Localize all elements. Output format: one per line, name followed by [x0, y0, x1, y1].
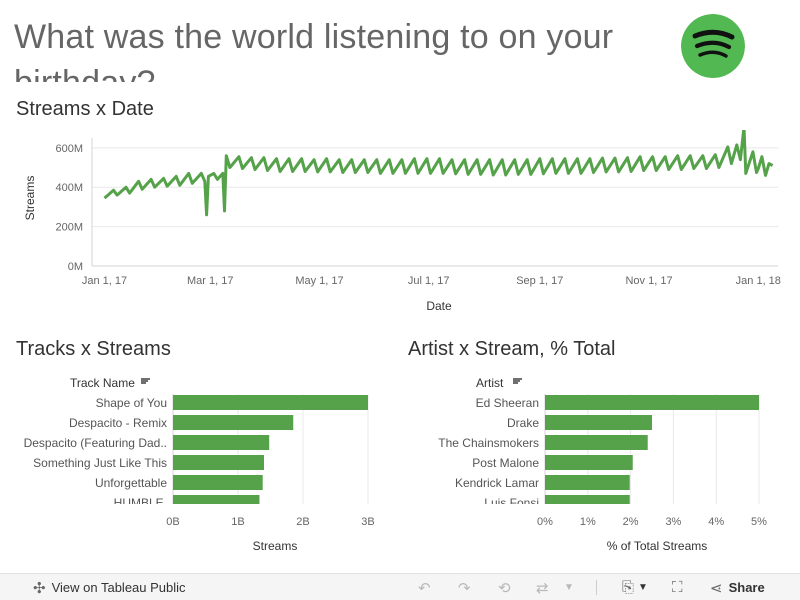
share-icon: ⋖	[710, 579, 723, 597]
bar	[545, 455, 633, 470]
bar	[545, 495, 630, 504]
x-tick-label: 3B	[361, 516, 374, 528]
streams-by-date-chart: 0M 200M 400M 600M Jan 1, 17 Mar 1, 17 May 1, 1…	[23, 130, 781, 313]
category-label: Despacito (Featuring Dad..	[24, 436, 167, 450]
redo-button[interactable]: ↷	[458, 574, 471, 600]
y-axis-title: Streams	[23, 176, 37, 221]
line-chart-title: Streams x Date	[16, 98, 154, 120]
x-tick-label: Jan 1, 18	[736, 275, 781, 287]
category-label: Luis Fonsi	[484, 496, 539, 510]
revert-button[interactable]: ⟲	[498, 574, 511, 600]
view-on-tableau-label: View on Tableau Public	[51, 580, 186, 595]
x-tick-label: 0B	[166, 516, 179, 528]
category-label: Drake	[507, 416, 539, 430]
page-title: What was the world listening to on your …	[14, 18, 614, 82]
x-tick-label: Mar 1, 17	[187, 275, 233, 287]
x-tick-label: May 1, 17	[295, 275, 343, 287]
tracks-chart-title: Tracks x Streams	[16, 338, 171, 360]
refresh-button[interactable]: ⇄	[536, 574, 549, 600]
category-header: Track Name	[70, 376, 135, 390]
revert-icon: ⟲	[498, 579, 511, 597]
spotify-logo	[681, 14, 745, 78]
artists-chart-title: Artist x Stream, % Total	[408, 338, 616, 360]
category-label: Post Malone	[472, 456, 539, 470]
x-tick-label: 1B	[231, 516, 244, 528]
bar	[173, 495, 260, 504]
share-button[interactable]: ⋖ Share	[710, 574, 765, 600]
sort-icon	[513, 378, 522, 384]
fullscreen-icon: ⛶	[672, 579, 683, 596]
x-tick-label: 5%	[751, 516, 767, 528]
bar	[545, 475, 630, 490]
category-label: Kendrick Lamar	[455, 476, 539, 490]
bar	[173, 475, 263, 490]
x-tick-label: 1%	[580, 516, 596, 528]
x-axis-title: Streams	[253, 539, 298, 553]
bar	[173, 395, 368, 410]
x-tick-label: 3%	[665, 516, 681, 528]
bars-group: Shape of You Despacito - Remix Despacito (…	[24, 395, 368, 510]
x-tick-label: 0%	[537, 516, 553, 528]
x-tick-label: Sep 1, 17	[516, 275, 563, 287]
download-button[interactable]: ⎘ ▼	[622, 574, 648, 600]
tableau-toolbar: ✣ View on Tableau Public ↶ ↷ ⟲ ⇄ ▼ ⎘ ▼ ⛶…	[0, 573, 800, 600]
category-label: The Chainsmokers	[438, 436, 539, 450]
bar	[173, 455, 264, 470]
bars-group: Ed Sheeran Drake The Chainsmokers Post Malo…	[438, 395, 759, 510]
x-tick-label: 4%	[708, 516, 724, 528]
x-tick-label: Nov 1, 17	[625, 275, 672, 287]
refresh-icon: ⇄	[536, 579, 549, 597]
bar	[173, 415, 294, 430]
x-tick-label: Jan 1, 17	[82, 275, 127, 287]
sort-icon	[141, 378, 150, 384]
tracks-by-streams-chart: 0B 1B 2B 3B Track Name Shape of You Despacito …	[24, 376, 375, 553]
page-title-container: What was the world listening to on your …	[14, 14, 654, 82]
x-tick-label: Jul 1, 17	[408, 275, 450, 287]
download-icon: ⎘	[622, 579, 635, 596]
refresh-dropdown[interactable]: ▼	[564, 574, 574, 600]
share-label: Share	[728, 580, 765, 595]
category-label: Ed Sheeran	[476, 396, 539, 410]
y-tick-label: 200M	[55, 222, 83, 234]
chevron-down-icon: ▼	[638, 582, 648, 593]
y-tick-label: 0M	[68, 261, 83, 273]
chevron-down-icon: ▼	[564, 582, 574, 593]
x-axis-title: % of Total Streams	[607, 539, 708, 553]
bar	[173, 435, 270, 450]
tableau-icon: ✣	[33, 579, 46, 597]
x-axis-title: Date	[426, 299, 452, 313]
view-on-tableau-link[interactable]: ✣ View on Tableau Public	[33, 574, 186, 600]
undo-icon: ↶	[418, 579, 431, 597]
category-label: HUMBLE.	[114, 496, 167, 510]
bar	[545, 415, 652, 430]
artists-by-share-chart: 0% 1% 2% 3% 4% 5% Artist Ed Sheeran Drake The Cha…	[438, 376, 767, 553]
fullscreen-button[interactable]: ⛶	[672, 574, 683, 600]
x-tick-label: 2B	[296, 516, 309, 528]
redo-icon: ↷	[458, 579, 471, 597]
category-label: Shape of You	[96, 396, 167, 410]
y-tick-label: 600M	[55, 143, 83, 155]
category-header: Artist	[476, 376, 504, 390]
category-label: Despacito - Remix	[69, 416, 167, 430]
bar	[545, 395, 759, 410]
undo-button[interactable]: ↶	[418, 574, 431, 600]
bar	[545, 435, 648, 450]
category-label: Something Just Like This	[33, 456, 167, 470]
streams-line	[103, 130, 774, 217]
toolbar-divider	[596, 580, 597, 595]
y-tick-label: 400M	[55, 182, 83, 194]
x-tick-label: 2%	[623, 516, 639, 528]
category-label: Unforgettable	[95, 476, 167, 490]
